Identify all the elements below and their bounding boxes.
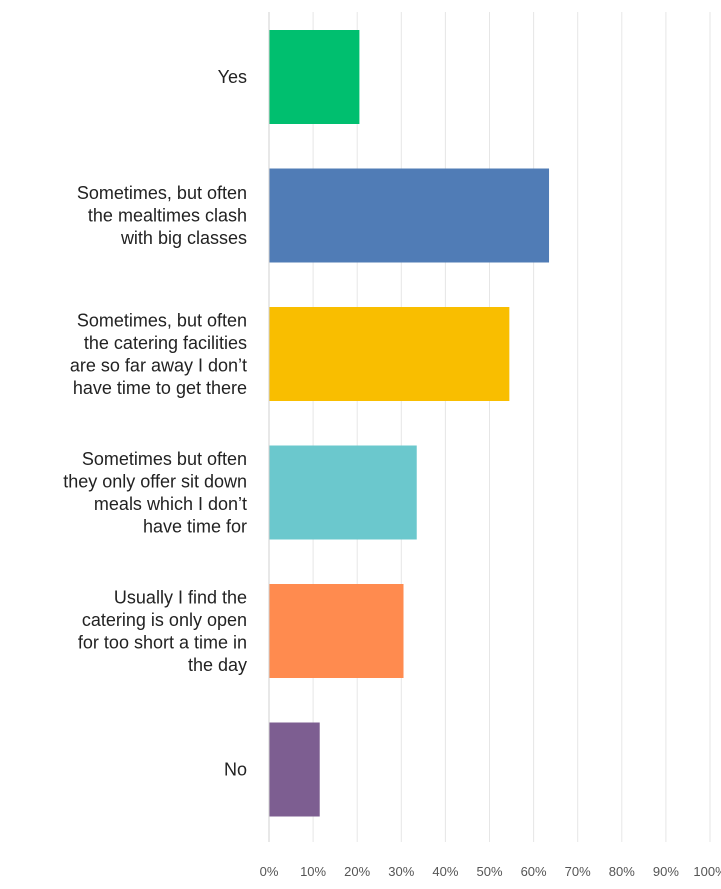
category-label: No (224, 760, 247, 780)
category-label: Sometimes but often (82, 449, 247, 469)
category-label: the mealtimes clash (88, 206, 247, 226)
category-label: Sometimes, but often (77, 310, 247, 330)
bar[interactable] (269, 168, 550, 263)
x-tick-label: 60% (521, 864, 547, 879)
bar[interactable] (269, 584, 404, 678)
x-tick-label: 100% (693, 864, 721, 879)
category-label: meals which I don’t (94, 494, 247, 514)
x-tick-label: 20% (344, 864, 370, 879)
x-tick-label: 10% (300, 864, 326, 879)
bar-layer (269, 30, 550, 817)
category-label: for too short a time in (78, 632, 247, 652)
x-tick-label: 80% (609, 864, 635, 879)
category-label: Sometimes, but often (77, 183, 247, 203)
category-label: Usually I find the (114, 587, 247, 607)
category-label: have time to get there (73, 378, 247, 398)
x-tick-label: 70% (565, 864, 591, 879)
bar[interactable] (269, 30, 360, 124)
category-label-layer: Yes Sometimes, but often the mealtimes cla… (63, 67, 247, 780)
category-label: catering is only open (82, 610, 247, 630)
category-label: are so far away I don’t (70, 355, 247, 375)
bar[interactable] (269, 445, 417, 540)
x-tick-label: 50% (476, 864, 502, 879)
bar[interactable] (269, 307, 510, 401)
category-label: they only offer sit down (63, 471, 247, 491)
category-label: have time for (143, 516, 247, 536)
x-tick-label: 30% (388, 864, 414, 879)
x-tick-label: 0% (260, 864, 279, 879)
grid-layer (268, 12, 711, 842)
category-label: the day (188, 655, 247, 675)
bar[interactable] (269, 722, 320, 817)
category-label: with big classes (120, 228, 247, 248)
category-label: the catering facilities (84, 333, 247, 353)
x-tick-label: 90% (653, 864, 679, 879)
x-tick-label: 40% (432, 864, 458, 879)
x-tick-layer: 0% 10% 20% 30% 40% 50% 60% 70% 80% 90% 100% (260, 864, 721, 879)
category-label: Yes (218, 67, 247, 87)
